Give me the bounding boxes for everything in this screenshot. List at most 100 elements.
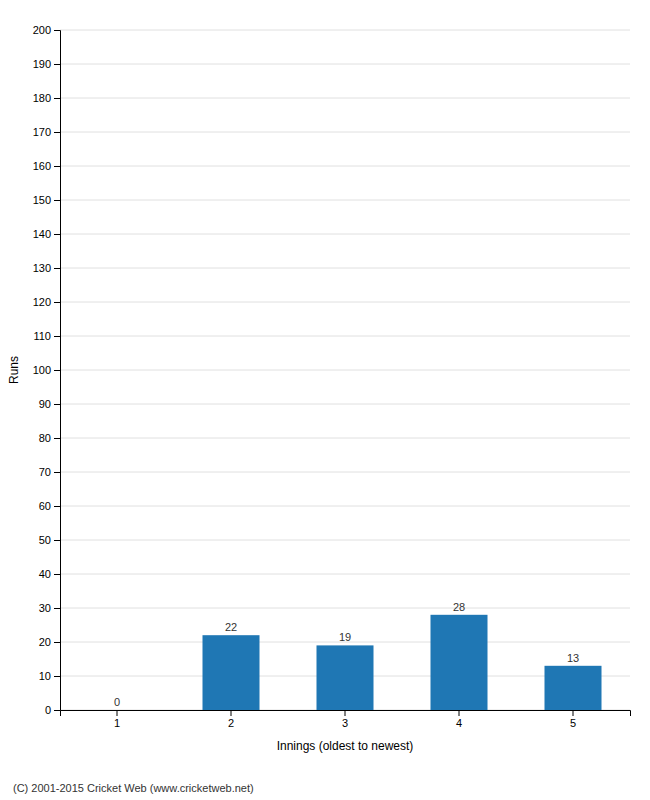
grid-line — [60, 608, 630, 609]
grid-line — [60, 64, 630, 65]
grid-line — [60, 132, 630, 133]
x-tick-mark — [573, 710, 574, 716]
y-tick-mark — [54, 676, 60, 677]
grid-line — [60, 540, 630, 541]
x-tick: 5 — [570, 710, 576, 729]
x-tick: 2 — [228, 710, 234, 729]
y-tick-label: 100 — [33, 364, 51, 376]
x-tick-mark — [231, 710, 232, 716]
x-tick: 3 — [342, 710, 348, 729]
y-tick: 0 — [45, 704, 60, 716]
x-axis-title: Innings (oldest to newest) — [277, 739, 414, 753]
plot: 1234501020304050607080901001101201301401… — [33, 24, 631, 729]
x-axis-line — [61, 711, 631, 717]
y-tick-label: 170 — [33, 126, 51, 138]
y-tick-mark — [54, 642, 60, 643]
y-tick-label: 140 — [33, 228, 51, 240]
x-tick-label: 2 — [228, 717, 234, 729]
x-axis: 1 2 3 4 5 — [61, 710, 631, 729]
y-tick-label: 110 — [33, 330, 51, 342]
y-tick: 30 — [39, 602, 60, 614]
y-tick-mark — [54, 234, 60, 235]
y-tick-mark — [54, 608, 60, 609]
y-tick-mark — [54, 132, 60, 133]
y-tick: 110 — [33, 330, 60, 342]
y-tick-mark — [54, 166, 60, 167]
bar — [317, 645, 374, 710]
footer-annotation: (C) 2001-2015 Cricket Web (www.cricketwe… — [13, 782, 254, 794]
grid-line — [60, 30, 630, 31]
grid-line — [60, 302, 630, 303]
y-tick: 150 — [33, 194, 60, 206]
x-tick: 4 — [456, 710, 462, 729]
y-tick-label: 30 — [39, 602, 51, 614]
y-tick: 50 — [39, 534, 60, 546]
y-tick-label: 180 — [33, 92, 51, 104]
y-tick-mark — [54, 710, 60, 711]
y-tick-mark — [54, 540, 60, 541]
grid-line — [60, 200, 630, 201]
y-tick-label: 200 — [33, 24, 51, 36]
data-label: 13 — [567, 652, 579, 664]
grid-line — [60, 438, 630, 439]
y-tick: 10 — [39, 670, 60, 682]
grid-line — [60, 336, 630, 337]
y-tick-label: 70 — [39, 466, 51, 478]
x-tick-mark — [345, 710, 346, 716]
grid-line — [60, 98, 630, 99]
y-tick-mark — [54, 404, 60, 405]
y-tick-label: 160 — [33, 160, 51, 172]
data-label: 19 — [339, 631, 351, 643]
y-tick-label: 40 — [39, 568, 51, 580]
grid-line — [60, 166, 630, 167]
y-tick-mark — [54, 30, 60, 31]
grid-line — [60, 574, 630, 575]
y-tick: 70 — [39, 466, 60, 478]
x-tick-mark — [117, 710, 118, 716]
grid — [60, 30, 630, 710]
y-tick-label: 20 — [39, 636, 51, 648]
y-tick-label: 80 — [39, 432, 51, 444]
bar — [203, 635, 260, 710]
grid-line — [60, 268, 630, 269]
y-tick-mark — [54, 336, 60, 337]
y-tick: 200 — [33, 24, 60, 36]
x-tick-mark — [459, 710, 460, 716]
y-tick-mark — [54, 64, 60, 65]
y-tick-label: 190 — [33, 58, 51, 70]
data-labels: 022192813 — [114, 601, 579, 708]
y-tick-label: 130 — [33, 262, 51, 274]
y-tick: 190 — [33, 58, 60, 70]
y-tick: 20 — [39, 636, 60, 648]
grid-line — [60, 234, 630, 235]
y-tick: 170 — [33, 126, 60, 138]
y-tick: 160 — [33, 160, 60, 172]
y-tick-label: 90 — [39, 398, 51, 410]
y-tick-label: 120 — [33, 296, 51, 308]
y-tick: 120 — [33, 296, 60, 308]
x-tick: 1 — [114, 710, 120, 729]
y-tick-mark — [54, 472, 60, 473]
grid-line — [60, 506, 630, 507]
grid-line — [60, 472, 630, 473]
y-tick-label: 150 — [33, 194, 51, 206]
y-tick: 60 — [39, 500, 60, 512]
y-tick-label: 0 — [45, 704, 51, 716]
grid-line — [60, 404, 630, 405]
x-tick-label: 4 — [456, 717, 462, 729]
y-tick-mark — [54, 98, 60, 99]
data-label: 28 — [453, 601, 465, 613]
y-tick-mark — [54, 370, 60, 371]
bar — [89, 710, 146, 711]
y-tick: 100 — [33, 364, 60, 376]
bar — [431, 615, 488, 710]
y-tick-mark — [54, 200, 60, 201]
y-tick: 80 — [39, 432, 60, 444]
y-tick-mark — [54, 574, 60, 575]
y-axis-title: Runs — [7, 356, 21, 384]
y-tick-label: 60 — [39, 500, 51, 512]
data-label: 22 — [225, 621, 237, 633]
x-tick-label: 3 — [342, 717, 348, 729]
y-tick: 140 — [33, 228, 60, 240]
bar — [545, 666, 602, 710]
